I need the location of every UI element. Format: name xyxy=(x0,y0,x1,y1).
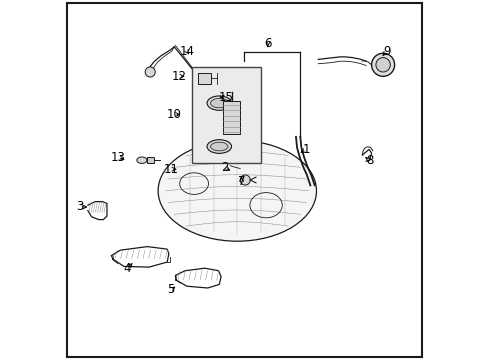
Text: 4: 4 xyxy=(123,262,131,275)
Text: 12: 12 xyxy=(171,70,186,83)
Ellipse shape xyxy=(206,140,231,153)
Text: 9: 9 xyxy=(382,45,389,58)
Bar xyxy=(146,157,154,163)
Ellipse shape xyxy=(137,157,146,163)
Text: 15: 15 xyxy=(218,91,233,104)
Text: 13: 13 xyxy=(110,151,125,164)
Text: 10: 10 xyxy=(166,108,182,121)
Ellipse shape xyxy=(210,142,227,151)
Circle shape xyxy=(145,67,155,77)
Circle shape xyxy=(371,53,394,76)
Bar xyxy=(192,67,260,163)
Ellipse shape xyxy=(210,98,227,108)
Ellipse shape xyxy=(158,140,316,241)
Text: 1: 1 xyxy=(302,143,309,156)
Bar xyxy=(223,102,240,134)
Circle shape xyxy=(375,58,389,72)
Text: 7: 7 xyxy=(237,175,245,188)
Text: 5: 5 xyxy=(167,283,174,296)
Ellipse shape xyxy=(208,134,251,154)
Text: 11: 11 xyxy=(163,163,178,176)
Text: 2: 2 xyxy=(221,161,228,174)
Text: 8: 8 xyxy=(366,154,373,167)
Text: 14: 14 xyxy=(179,45,194,58)
Text: 6: 6 xyxy=(264,37,271,50)
Ellipse shape xyxy=(206,96,231,110)
Text: 3: 3 xyxy=(76,201,83,213)
Bar xyxy=(197,73,211,84)
Circle shape xyxy=(240,175,250,185)
